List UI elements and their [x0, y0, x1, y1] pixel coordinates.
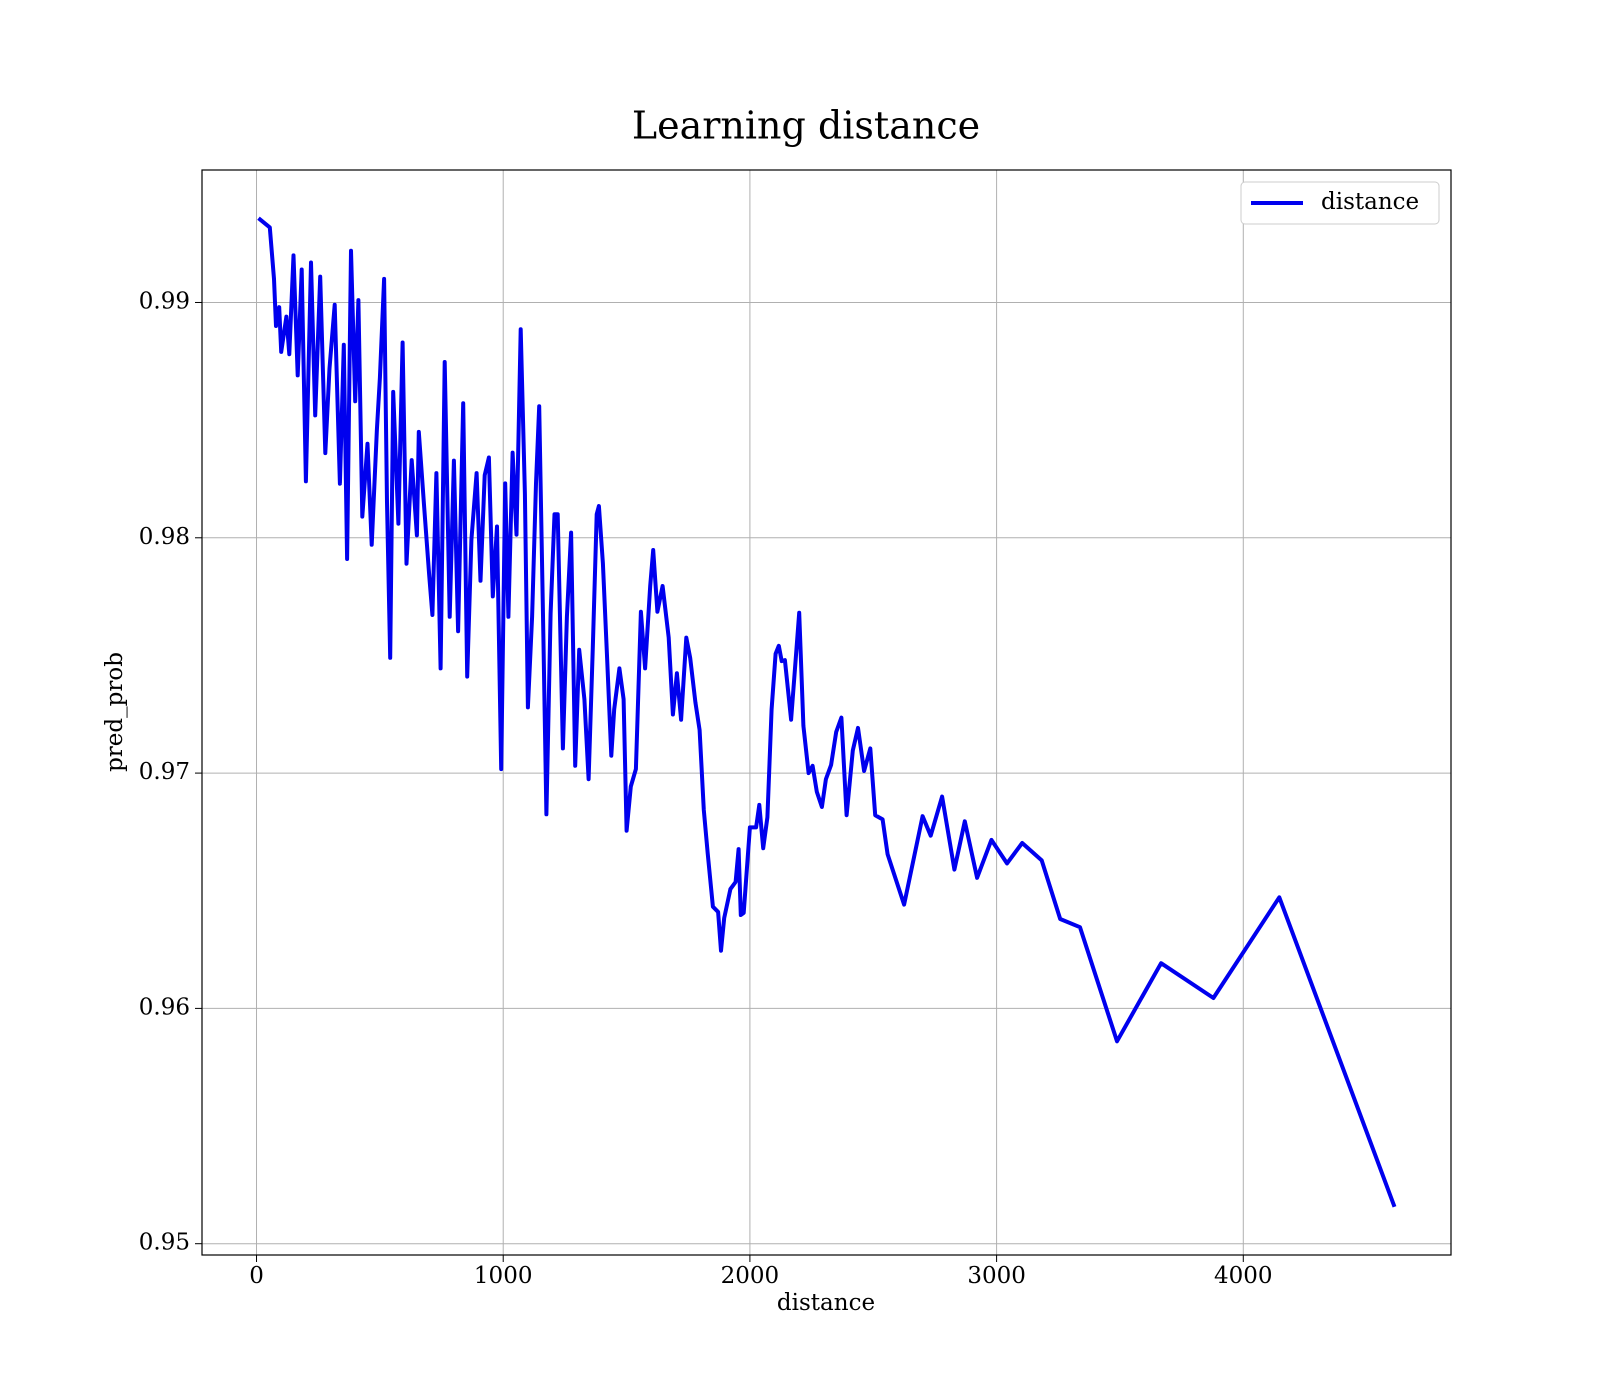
x-tick-label: 2000	[721, 1263, 780, 1289]
plot-frame	[201, 169, 1452, 1256]
y-axis-label: pred_prob	[102, 652, 128, 772]
x-tick-label: 0	[249, 1263, 264, 1289]
y-tick-label: 0.96	[139, 994, 190, 1020]
y-tick-label: 0.98	[139, 524, 190, 550]
y-tick-label: 0.95	[139, 1230, 190, 1256]
legend-label: distance	[1321, 189, 1419, 215]
x-tick-label: 3000	[967, 1263, 1026, 1289]
x-tick-label: 4000	[1214, 1263, 1273, 1289]
data-line	[257, 216, 1397, 1208]
legend-box	[1240, 181, 1440, 225]
y-tick-label: 0.99	[139, 288, 190, 314]
x-axis-label: distance	[777, 1290, 875, 1316]
x-tick-label: 1000	[474, 1263, 533, 1289]
chart-title: Learning distance	[632, 104, 980, 148]
y-tick-label: 0.97	[139, 759, 190, 785]
